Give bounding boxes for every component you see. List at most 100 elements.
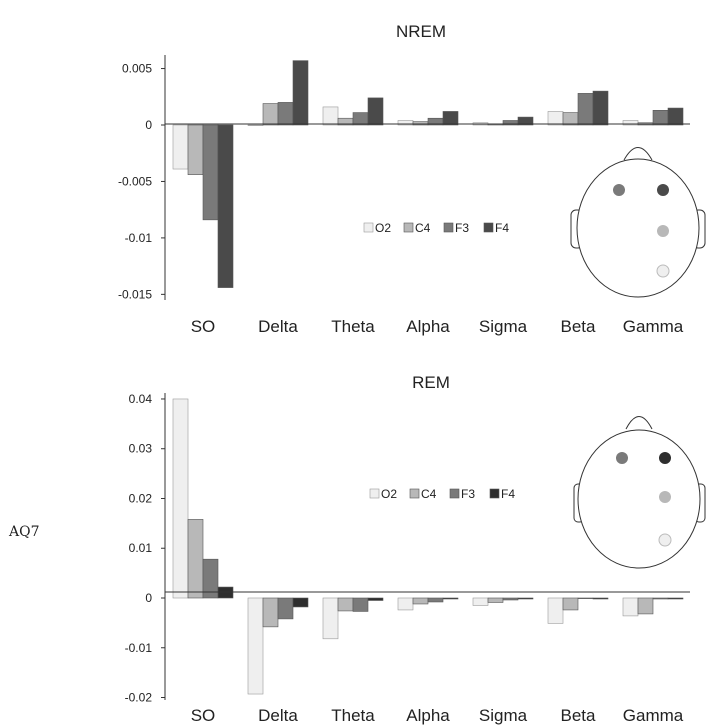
- rem-x-label-delta: Delta: [258, 706, 298, 725]
- nrem-head-outline: [576, 158, 700, 298]
- nrem-bar-beta-f3: [577, 93, 594, 126]
- rem-bar-gamma-o2: [622, 597, 639, 617]
- nrem-electrode-f3: [613, 184, 625, 196]
- nrem-legend-label-o2: O2: [375, 221, 391, 235]
- rem-bar-beta-f3: [577, 597, 594, 599]
- rem-electrode-o2: [658, 533, 672, 547]
- rem-y-tick-label: 0: [145, 591, 152, 605]
- rem-y-tick-label: 0.01: [129, 541, 153, 555]
- rem-x-label-sigma: Sigma: [479, 706, 528, 725]
- nrem-bar-delta-o2: [247, 124, 264, 126]
- nrem-bar-beta-f4: [592, 90, 609, 126]
- nrem-bar-gamma-f3: [652, 110, 669, 126]
- rem-y-tick-label: -0.02: [125, 691, 153, 705]
- nrem-bar-sigma-f4: [517, 116, 534, 126]
- rem-x-label-theta: Theta: [331, 706, 375, 725]
- rem-legend-swatch-f4: [489, 488, 500, 499]
- rem-bar-theta-o2: [322, 597, 339, 640]
- rem-legend-label-f3: F3: [461, 487, 475, 501]
- rem-legend-swatch-f3: [449, 488, 460, 499]
- nrem-legend-label-f4: F4: [495, 221, 509, 235]
- rem-bar-delta-c4: [262, 597, 279, 628]
- nrem-head-nose: [623, 147, 653, 161]
- rem-chart: REM 0.04 0.03 0.02 0.01 0 -0.01 -0.02 SO Delta T…: [125, 373, 706, 725]
- rem-electrode-f4: [659, 452, 671, 464]
- rem-head-nose: [625, 416, 653, 430]
- nrem-head-diagram: [570, 147, 706, 298]
- nrem-bar-alpha-f4: [442, 111, 459, 126]
- nrem-electrode-o2: [656, 264, 670, 278]
- nrem-electrode-f4: [657, 184, 669, 196]
- nrem-legend-swatch-c4: [403, 222, 414, 233]
- rem-x-labels: SO Delta Theta Alpha Sigma Beta Gamma: [191, 706, 684, 725]
- nrem-x-label-so: SO: [191, 317, 216, 336]
- nrem-x-label-theta: Theta: [331, 317, 375, 336]
- nrem-bar-delta-f4: [292, 60, 309, 126]
- rem-bar-gamma-f4: [667, 597, 684, 600]
- rem-bar-delta-o2: [247, 597, 264, 695]
- rem-head-outline: [577, 429, 701, 569]
- rem-head-diagram: [573, 416, 706, 569]
- nrem-bar-so-f3: [202, 124, 219, 221]
- rem-x-label-alpha: Alpha: [406, 706, 450, 725]
- nrem-electrode-c4: [657, 225, 669, 237]
- rem-bar-delta-f4: [292, 597, 309, 608]
- rem-bar-sigma-f3: [502, 597, 519, 601]
- nrem-bar-so-o2: [172, 124, 189, 170]
- nrem-bar-beta-o2: [547, 111, 564, 126]
- rem-y-tick-label: 0.02: [129, 491, 153, 505]
- nrem-y-tick-label: -0.01: [125, 231, 153, 245]
- nrem-bar-so-f4: [217, 124, 234, 288]
- rem-bar-sigma-c4: [487, 597, 504, 603]
- rem-bar-theta-f3: [352, 597, 369, 612]
- rem-y-ticks: 0.04 0.03 0.02 0.01 0 -0.01 -0.02: [125, 392, 165, 705]
- rem-bar-sigma-o2: [472, 597, 489, 606]
- nrem-legend-swatch-f3: [443, 222, 454, 233]
- nrem-x-labels: SO Delta Theta Alpha Sigma Beta Gamma: [191, 317, 684, 336]
- rem-bar-beta-c4: [562, 597, 579, 611]
- rem-x-label-beta: Beta: [561, 706, 597, 725]
- nrem-x-label-beta: Beta: [561, 317, 597, 336]
- nrem-y-tick-label: -0.015: [118, 287, 152, 301]
- nrem-legend-swatch-f4: [483, 222, 494, 233]
- nrem-legend-label-c4: C4: [415, 221, 431, 235]
- rem-electrode-f3: [616, 452, 628, 464]
- nrem-bar-theta-f3: [352, 112, 369, 126]
- nrem-y-tick-label: 0.005: [122, 62, 152, 76]
- rem-bar-gamma-c4: [637, 597, 654, 615]
- rem-bar-so-f4: [217, 586, 234, 599]
- rem-bars: [172, 398, 684, 695]
- rem-bar-alpha-f4: [442, 597, 459, 600]
- rem-bar-sigma-f4: [517, 597, 534, 600]
- rem-bar-theta-c4: [337, 597, 354, 612]
- rem-bar-theta-f4: [367, 597, 384, 601]
- nrem-bar-beta-c4: [562, 112, 579, 126]
- nrem-x-label-delta: Delta: [258, 317, 298, 336]
- nrem-bar-gamma-f4: [667, 107, 684, 126]
- nrem-y-tick-label: -0.005: [118, 174, 152, 188]
- rem-y-tick-label: -0.01: [125, 641, 153, 655]
- nrem-bar-delta-f3: [277, 102, 294, 126]
- rem-bar-alpha-c4: [412, 597, 429, 605]
- side-label: AQ7: [9, 524, 40, 540]
- nrem-y-tick-label: 0: [145, 118, 152, 132]
- rem-bar-alpha-o2: [397, 597, 414, 611]
- rem-y-tick-label: 0.03: [129, 442, 153, 456]
- nrem-x-label-gamma: Gamma: [623, 317, 684, 336]
- nrem-chart: NREM 0.005 0 -0.005 -0.01 -0.015 SO Delta Thet…: [118, 22, 706, 336]
- rem-bar-delta-f3: [277, 597, 294, 620]
- nrem-legend-label-f3: F3: [455, 221, 469, 235]
- nrem-bar-delta-c4: [262, 103, 279, 126]
- nrem-legend: O2 C4 F3 F4: [363, 221, 509, 235]
- rem-x-label-gamma: Gamma: [623, 706, 684, 725]
- rem-legend-swatch-o2: [369, 488, 380, 499]
- rem-bar-so-c4: [187, 519, 204, 599]
- nrem-bar-so-c4: [187, 124, 204, 175]
- rem-electrode-c4: [659, 491, 671, 503]
- rem-bar-beta-f4: [592, 597, 609, 600]
- rem-y-tick-label: 0.04: [129, 392, 153, 406]
- rem-bar-so-f3: [202, 558, 219, 599]
- rem-legend-label-c4: C4: [421, 487, 437, 501]
- rem-bar-alpha-f3: [427, 597, 444, 603]
